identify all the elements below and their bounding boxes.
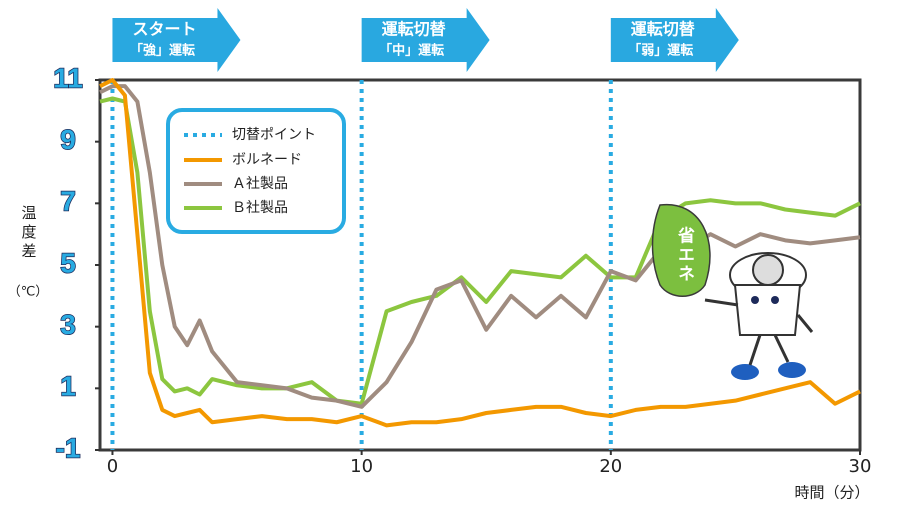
mascot-limbs — [704, 298, 814, 366]
arrow-subtitle: 「弱」運転 — [628, 43, 693, 59]
mascot-foot — [731, 364, 759, 380]
arrow — [112, 8, 241, 72]
y-tick-label: 1 — [60, 371, 76, 402]
mascot: 省エネ — [651, 203, 814, 380]
x-tick-label: 0 — [107, 456, 118, 477]
arrow-title: 運転切替 — [382, 20, 446, 39]
x-label: 時間（分） — [794, 484, 869, 502]
legend-label: ボルネード — [232, 152, 302, 168]
arrow-subtitle: 「強」運転 — [130, 43, 195, 59]
x-tick-label: 30 — [849, 456, 872, 477]
lines — [99, 78, 861, 450]
legend-box — [166, 108, 346, 234]
y-label: 温度差 — [20, 205, 38, 262]
mascot-eye — [771, 296, 779, 304]
mascot-fan — [752, 254, 784, 286]
y-tick-label: 7 — [60, 186, 76, 217]
series-line — [99, 84, 861, 409]
mascot-eye — [751, 296, 759, 304]
series-line — [99, 96, 861, 406]
arrow-title: スタート — [132, 20, 196, 39]
y-unit: （℃） — [8, 285, 49, 300]
y-tick-label: 9 — [60, 124, 76, 155]
legend-label: Ｂ社製品 — [232, 200, 288, 216]
arrow — [361, 8, 490, 72]
x-tick-label: 20 — [599, 456, 622, 477]
mascot-body — [733, 284, 802, 336]
y-tick-label: 5 — [60, 247, 76, 278]
y-tick-label: 11 — [53, 62, 83, 93]
leaf — [651, 203, 711, 297]
legend-label: Ａ社製品 — [232, 176, 288, 192]
x-tick-label: 10 — [350, 456, 373, 477]
arrow-subtitle: 「中」運転 — [379, 43, 444, 59]
series-line — [99, 78, 861, 428]
arrow-title: 運転切替 — [631, 20, 695, 39]
arrow — [610, 8, 739, 72]
y-tick-label: 3 — [60, 309, 76, 340]
y-tick-label: -1 — [56, 432, 81, 463]
legend-label: 切替ポイント — [232, 127, 316, 143]
mascot-label: 省エネ — [674, 225, 696, 283]
mascot-foot — [778, 362, 806, 378]
